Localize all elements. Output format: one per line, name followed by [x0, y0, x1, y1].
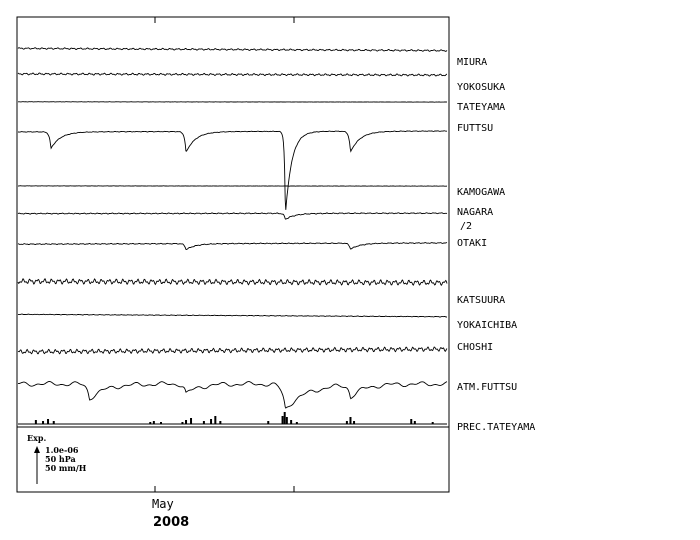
precip-bar [281, 416, 284, 424]
legend-item: 50 mm/H [45, 463, 87, 473]
precip-bar [413, 421, 416, 424]
precip-bar [295, 422, 298, 424]
precip-bar [267, 421, 270, 424]
precip-bar [152, 421, 155, 424]
series-label: OTAKI [457, 238, 487, 249]
precip-bar [219, 421, 222, 424]
precip-bar [214, 416, 217, 424]
precip-bar [185, 420, 188, 424]
series-layer [17, 47, 448, 425]
series-line [18, 101, 448, 103]
series-line [18, 381, 448, 409]
precip-bar [190, 418, 193, 424]
series-label: PREC.TATEYAMA [457, 422, 535, 433]
precip-bar [149, 422, 152, 424]
precip-bar [290, 420, 293, 424]
precip-bar [353, 421, 356, 424]
x-year-label: 2008 [153, 515, 189, 530]
series-label: CHOSHI [457, 342, 493, 353]
precip-bar [160, 422, 162, 424]
label-layer: MIURA YOKOSUKA TATEYAMA FUTTSU KAMOGAWA NAGAR… [457, 57, 535, 433]
scale-legend: Exp. 1.0e-06 50 hPa 50 mm/H [27, 433, 87, 484]
precip-bar [431, 422, 434, 424]
series-label: KAMOGAWA [457, 187, 505, 198]
precip-bar [285, 417, 288, 424]
series-label: ATM.FUTTSU [457, 382, 517, 393]
series-label: YOKAICHIBA [457, 320, 517, 331]
series-line [17, 185, 448, 187]
series-line [17, 346, 448, 355]
legend-item: 1.0e-06 [45, 445, 79, 455]
series-label: YOKOSUKA [457, 82, 505, 93]
series-scale-note: /2 [460, 221, 472, 232]
x-tick-label: May [152, 497, 174, 511]
series-line [18, 130, 448, 210]
precip-bar [410, 419, 413, 424]
precip-bar [202, 421, 205, 424]
series-label: NAGARA [457, 207, 493, 218]
series-line [17, 72, 448, 77]
legend-arrow-head [34, 446, 40, 453]
precip-bar [52, 421, 55, 424]
precip-bar [181, 422, 184, 424]
series-label: TATEYAMA [457, 102, 505, 113]
precip-bar [34, 420, 37, 424]
precip-bar [349, 417, 352, 424]
precip-bar [47, 419, 50, 424]
precip-bar [345, 421, 348, 424]
series-line [17, 278, 448, 286]
plot-frame [16, 16, 450, 493]
series-label: FUTTSU [457, 123, 493, 134]
series-label: KATSUURA [457, 295, 505, 306]
precip-bar [283, 412, 286, 424]
series-line [17, 242, 448, 250]
series-line [17, 212, 448, 220]
legend-item: 50 hPa [45, 454, 76, 464]
precip-bar [42, 421, 45, 424]
x-axis: May 2008 [152, 17, 295, 530]
series-line [17, 313, 447, 318]
series-label: MIURA [457, 57, 487, 68]
precip-bar [210, 419, 213, 424]
legend-title: Exp. [27, 433, 46, 443]
series-line [17, 47, 448, 52]
